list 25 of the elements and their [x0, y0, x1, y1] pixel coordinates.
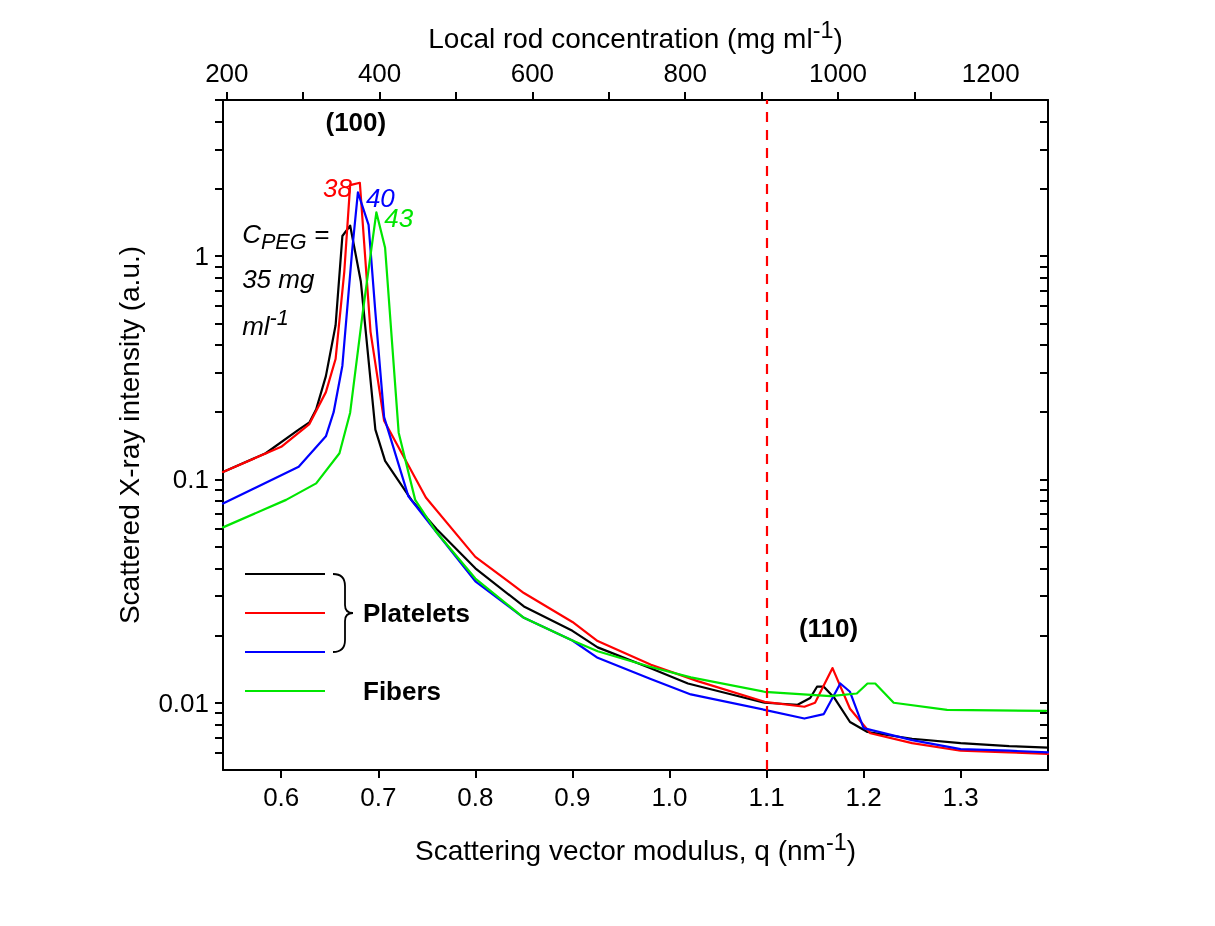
annotation: Platelets — [363, 597, 470, 629]
x2-axis-title: Local rod concentration (mg ml$^{-1}$) — [428, 16, 843, 56]
y-tick-label: 0.01 — [158, 687, 209, 718]
x-tick-label: 0.6 — [263, 782, 300, 812]
x-tick-label: 1.2 — [845, 782, 882, 812]
y-axis-title: Scattered X-ray intensity (a.u.) — [114, 245, 146, 625]
x-tick-label: 1.1 — [748, 782, 785, 812]
y-tick-label: 0.1 — [172, 464, 209, 495]
x2-tick-label: 800 — [663, 58, 707, 88]
x-tick-label: 0.8 — [457, 782, 494, 812]
annotation: (110) — [798, 612, 859, 644]
y-tick-label: 1 — [194, 241, 209, 272]
series-label: C$_{PEG}$ = 35 mg ml$^{-1}$ — [242, 217, 331, 343]
x-tick-label: 0.9 — [554, 782, 591, 812]
x-tick-label: 1.0 — [651, 782, 688, 812]
x-tick-label: 1.3 — [942, 782, 979, 812]
x-axis-title: Scattering vector modulus, q (nm$^{-1}$) — [415, 828, 856, 868]
x2-tick-label: 400 — [357, 58, 402, 88]
x2-tick-label: 1000 — [809, 58, 867, 88]
annotation: Fibers — [363, 675, 442, 707]
x2-tick-label: 1200 — [961, 58, 1020, 88]
x2-tick-label: 600 — [510, 58, 555, 88]
x-tick-label: 0.7 — [360, 782, 397, 812]
annotation: (100) — [325, 107, 387, 139]
x2-tick-label: 200 — [205, 58, 249, 88]
